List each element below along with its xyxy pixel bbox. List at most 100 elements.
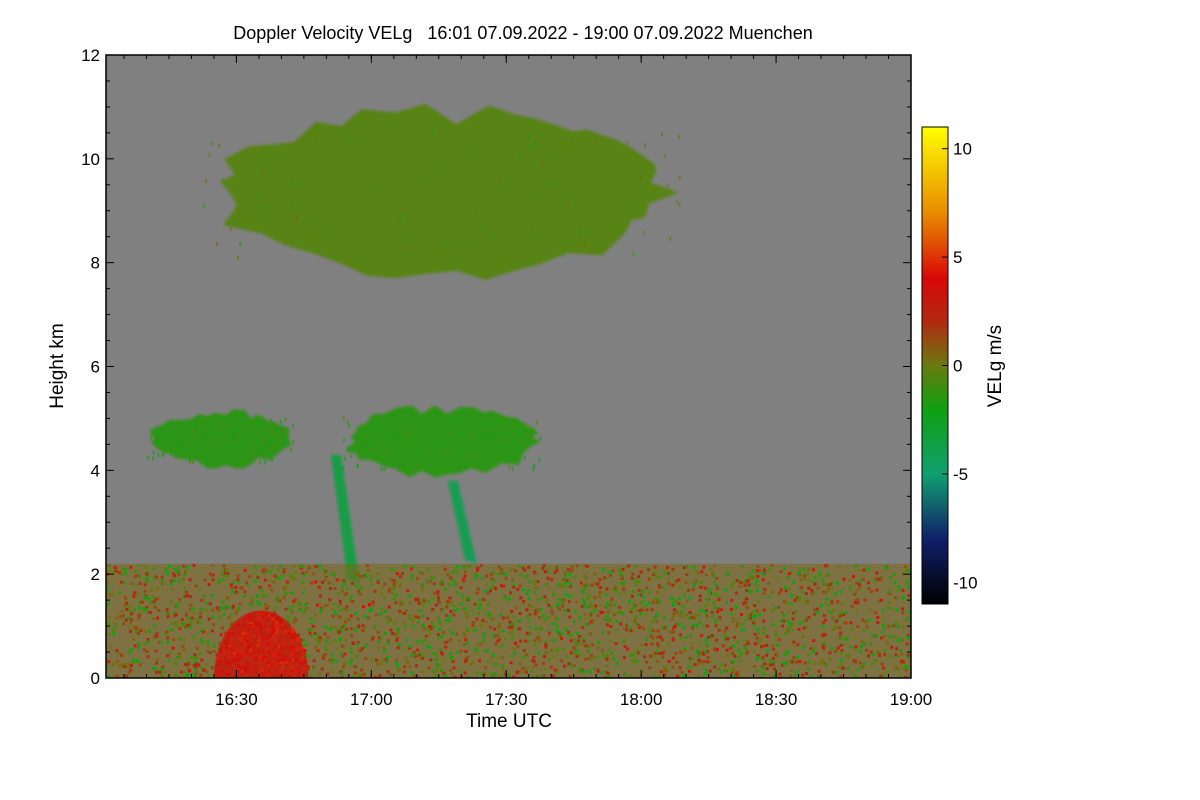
boundary-layer-cell [896,624,900,628]
echo-features [106,103,911,678]
boundary-layer-cell [568,595,572,599]
boundary-layer-cell [319,608,323,612]
boundary-layer-cell [651,636,655,640]
boundary-layer-cell [525,666,529,670]
boundary-layer-cell [625,624,628,628]
boundary-layer-cell [644,643,648,646]
boundary-layer-cell [813,582,817,586]
boundary-layer-cell [633,617,637,620]
boundary-layer-cell [881,609,885,613]
boundary-layer-cell [143,583,147,587]
boundary-layer-cell [416,615,420,619]
boundary-layer-cell [486,600,490,604]
boundary-layer-cell [331,658,335,662]
boundary-layer-cell [741,565,744,569]
boundary-layer-cell [132,637,135,641]
boundary-layer-cell [872,653,876,657]
cirrus-layer-speckle [229,226,232,231]
boundary-layer-cell [671,637,675,641]
updraft-region-cell [290,630,294,634]
boundary-layer-cell [620,611,624,615]
cirrus-layer-speckle [490,234,493,239]
mid-level-cloud-east-speckle [488,447,491,452]
boundary-layer-cell [633,579,637,583]
boundary-layer-cell [555,617,559,621]
boundary-layer-cell [763,588,767,592]
mid-level-cloud-west-speckle [196,433,198,438]
cirrus-layer-speckle [480,224,483,229]
mid-level-cloud-west-speckle [245,431,248,436]
boundary-layer-cell [152,567,156,571]
updraft-region-cell [218,673,221,677]
boundary-layer-cell [199,666,203,670]
boundary-layer-cell [536,608,540,612]
updraft-region-cell [243,636,247,640]
boundary-layer-cell [156,616,160,620]
boundary-layer-cell [547,657,551,661]
boundary-layer-cell [492,579,496,583]
boundary-layer-cell [273,574,277,578]
boundary-layer-cell [449,610,453,613]
boundary-layer-cell [509,623,513,626]
boundary-layer-cell [206,632,210,636]
boundary-layer-cell [377,640,381,644]
boundary-layer-cell [439,651,443,654]
boundary-layer-cell [584,657,588,661]
boundary-layer-cell [825,663,828,667]
boundary-layer-cell [895,608,899,612]
boundary-layer-cell [123,604,127,608]
boundary-layer-cell [783,585,787,589]
boundary-layer-cell [339,602,343,606]
boundary-layer-cell [315,633,319,637]
boundary-layer-cell [378,590,382,594]
cirrus-layer-speckle [407,246,409,251]
boundary-layer-cell [578,653,582,657]
boundary-layer-cell [459,601,463,605]
boundary-layer-cell [569,582,573,586]
boundary-layer-cell [414,614,417,618]
boundary-layer-cell [683,646,687,650]
boundary-layer-cell [534,609,538,613]
boundary-layer-cell [887,591,890,595]
boundary-layer-cell [368,609,372,613]
boundary-layer-cell [672,612,676,616]
boundary-layer-cell [435,665,438,669]
boundary-layer-cell [476,611,480,615]
mid-level-cloud-west-speckle [209,440,211,445]
boundary-layer-cell [732,644,736,648]
updraft-region-cell [251,631,255,635]
boundary-layer-cell [763,627,767,630]
boundary-layer-cell [705,643,709,647]
boundary-layer-cell [185,673,189,677]
boundary-layer-cell [173,614,177,618]
updraft-region-cell [274,631,278,635]
cirrus-layer-speckle [644,143,646,148]
mid-level-cloud-east-speckle [456,432,459,437]
cirrus-layer-speckle [471,145,474,149]
boundary-layer-cell [169,579,173,583]
updraft-region-cell [282,642,286,646]
mid-level-cloud-east-speckle [539,436,542,441]
boundary-layer-cell [243,590,247,594]
boundary-layer-cell [458,639,461,643]
boundary-layer-cell [513,652,517,656]
boundary-layer-cell [901,607,904,611]
boundary-layer-cell [747,583,751,587]
boundary-layer-cell [464,570,467,574]
updraft-region-cell [242,667,246,671]
boundary-layer-cell [339,629,343,633]
boundary-layer-cell [625,628,628,632]
boundary-layer-cell [824,618,828,622]
boundary-layer-cell [194,667,198,671]
boundary-layer-cell [542,674,546,677]
boundary-layer-cell [459,669,463,673]
boundary-layer-cell [354,584,358,588]
boundary-layer-cell [408,614,412,617]
boundary-layer-cell [556,630,560,634]
boundary-layer-cell [112,631,116,635]
boundary-layer-cell [208,572,212,576]
boundary-layer-cell [258,585,262,589]
boundary-layer-cell [680,651,684,655]
boundary-layer-cell [236,574,240,578]
boundary-layer-cell [862,662,866,666]
